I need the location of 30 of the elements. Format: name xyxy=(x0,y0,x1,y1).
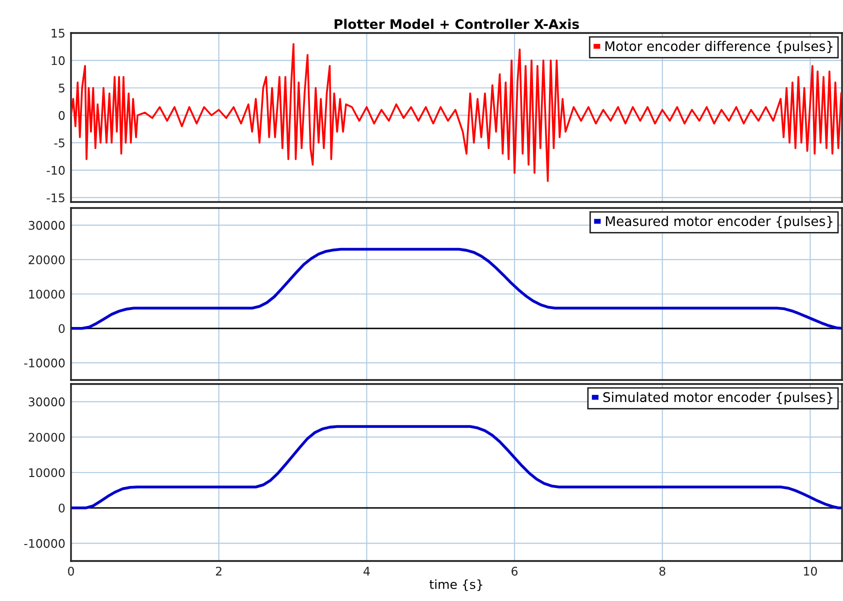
y-tick-label: 10 xyxy=(52,56,65,66)
y-tick-label: 10000 xyxy=(29,290,65,299)
y-tick-label: 20000 xyxy=(28,432,65,442)
x-tick-label: 0 xyxy=(68,566,74,576)
x-tick-label: 6 xyxy=(512,566,518,576)
legend-label: Simulated motor encoder {pulses} xyxy=(603,392,832,405)
y-tick-label: 0 xyxy=(58,504,65,513)
y-tick-label: 5 xyxy=(58,84,64,93)
y-tick-label: 0 xyxy=(58,111,65,120)
y-tick-label: -5 xyxy=(54,138,64,148)
y-tick-label: 15 xyxy=(52,28,64,38)
line-series xyxy=(71,248,842,330)
y-tick-label: 30000 xyxy=(28,220,65,230)
y-tick-label: 20000 xyxy=(28,255,65,264)
x-axis-title: time {s} xyxy=(430,579,482,591)
y-tick-label: 10000 xyxy=(29,468,65,478)
x-tick-label: 10 xyxy=(804,566,817,576)
chart-title: Plotter Model + Controller X-Axis xyxy=(334,18,579,30)
y-tick-label: -10 xyxy=(46,166,65,175)
y-tick-label: -10000 xyxy=(24,358,65,368)
legend-label: Measured motor encoder {pulses} xyxy=(606,216,832,229)
x-tick-label: 8 xyxy=(659,566,666,576)
legend-label: Motor encoder difference {pulses} xyxy=(605,40,832,54)
x-tick-label: 4 xyxy=(364,566,370,576)
y-tick-label: -15 xyxy=(46,193,64,202)
y-tick-label: 0 xyxy=(58,324,65,334)
line-series xyxy=(71,425,842,510)
y-tick-label: 30000 xyxy=(28,397,65,406)
x-tick-label: 2 xyxy=(216,566,222,576)
y-tick-label: -10000 xyxy=(24,539,65,548)
